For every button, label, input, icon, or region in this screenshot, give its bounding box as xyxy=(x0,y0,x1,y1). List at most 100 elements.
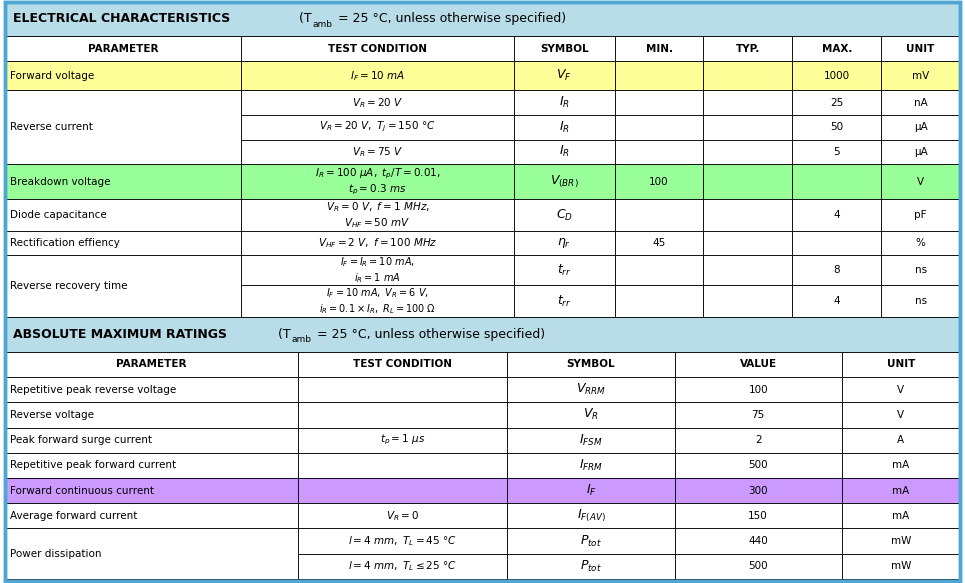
Text: UNIT: UNIT xyxy=(887,360,915,370)
Bar xyxy=(841,503,960,528)
Bar xyxy=(703,36,792,61)
Text: Breakdown voltage: Breakdown voltage xyxy=(10,177,110,187)
Bar xyxy=(792,231,881,255)
Text: 440: 440 xyxy=(748,536,768,546)
Bar xyxy=(508,377,675,402)
Bar xyxy=(5,427,298,453)
Text: 4: 4 xyxy=(834,210,840,220)
Text: $l = 4\ mm,\ T_L \leq 25\ °C$: $l = 4\ mm,\ T_L \leq 25\ °C$ xyxy=(348,560,457,573)
Bar xyxy=(675,503,841,528)
Bar xyxy=(615,115,703,139)
Bar xyxy=(841,352,960,377)
Text: $V_{RRM}$: $V_{RRM}$ xyxy=(576,382,606,397)
Bar xyxy=(841,453,960,478)
Bar xyxy=(675,528,841,554)
Text: = 25 °C, unless otherwise specified): = 25 °C, unless otherwise specified) xyxy=(313,328,545,341)
Bar xyxy=(5,2,960,36)
Bar xyxy=(298,503,508,528)
Text: ELECTRICAL CHARACTERISTICS: ELECTRICAL CHARACTERISTICS xyxy=(13,12,230,26)
Bar xyxy=(615,231,703,255)
Bar xyxy=(615,255,703,286)
Bar xyxy=(792,164,881,199)
Text: TYP.: TYP. xyxy=(735,44,760,54)
Text: nA: nA xyxy=(914,98,927,108)
Bar xyxy=(881,231,960,255)
Text: (T: (T xyxy=(295,12,312,26)
Text: 75: 75 xyxy=(752,410,765,420)
Bar xyxy=(703,61,792,90)
Text: mA: mA xyxy=(893,461,910,470)
Bar xyxy=(881,115,960,139)
Bar xyxy=(5,255,241,317)
Text: 300: 300 xyxy=(748,486,768,496)
Text: $V_R = 0\ V,\ f = 1\ MHz,$
$V_{HF} = 50\ mV$: $V_R = 0\ V,\ f = 1\ MHz,$ $V_{HF} = 50\… xyxy=(325,200,429,230)
Bar xyxy=(5,199,241,231)
Bar xyxy=(5,503,298,528)
Text: μA: μA xyxy=(914,122,927,132)
Text: $V_R$: $V_R$ xyxy=(583,408,599,423)
Text: Power dissipation: Power dissipation xyxy=(10,549,101,559)
Text: $V_{(BR)}$: $V_{(BR)}$ xyxy=(550,174,579,190)
Text: Average forward current: Average forward current xyxy=(10,511,137,521)
Bar xyxy=(615,139,703,164)
Bar xyxy=(881,164,960,199)
Text: $V_R = 20\ V$: $V_R = 20\ V$ xyxy=(351,96,403,110)
Text: 45: 45 xyxy=(652,238,666,248)
Text: mA: mA xyxy=(893,511,910,521)
Bar xyxy=(841,478,960,503)
Text: $V_R = 0$: $V_R = 0$ xyxy=(386,509,420,523)
Text: ABSOLUTE MAXIMUM RATINGS: ABSOLUTE MAXIMUM RATINGS xyxy=(13,328,227,341)
Text: Peak forward surge current: Peak forward surge current xyxy=(10,435,152,445)
Bar xyxy=(5,231,241,255)
Bar xyxy=(615,36,703,61)
Text: amb: amb xyxy=(313,20,333,29)
Text: $t_{rr}$: $t_{rr}$ xyxy=(557,294,571,309)
Text: $I_{FSM}$: $I_{FSM}$ xyxy=(579,433,603,448)
Bar xyxy=(5,352,298,377)
Text: 500: 500 xyxy=(748,461,768,470)
Text: Reverse voltage: Reverse voltage xyxy=(10,410,94,420)
Text: $V_{HF} = 2\ V,\ f = 100\ MHz$: $V_{HF} = 2\ V,\ f = 100\ MHz$ xyxy=(317,236,437,250)
Text: $I_R$: $I_R$ xyxy=(559,120,569,135)
Bar xyxy=(5,61,241,90)
Bar xyxy=(792,255,881,286)
Bar xyxy=(298,402,508,427)
Text: $I_F = 10\ mA$: $I_F = 10\ mA$ xyxy=(349,69,405,83)
Text: 1000: 1000 xyxy=(824,71,850,81)
Bar xyxy=(703,90,792,115)
Text: 8: 8 xyxy=(834,265,840,275)
Bar xyxy=(508,528,675,554)
Bar xyxy=(703,255,792,286)
Bar xyxy=(508,478,675,503)
Bar xyxy=(615,90,703,115)
Bar xyxy=(703,115,792,139)
Bar xyxy=(675,554,841,579)
Text: 500: 500 xyxy=(748,561,768,571)
Bar xyxy=(514,115,615,139)
Bar xyxy=(5,453,298,478)
Text: 150: 150 xyxy=(748,511,768,521)
Bar xyxy=(298,427,508,453)
Text: pF: pF xyxy=(915,210,927,220)
Bar xyxy=(792,90,881,115)
Text: VALUE: VALUE xyxy=(739,360,777,370)
Text: Rectification effiency: Rectification effiency xyxy=(10,238,120,248)
Bar xyxy=(514,255,615,286)
Text: $t_{rr}$: $t_{rr}$ xyxy=(557,263,571,278)
Bar xyxy=(241,90,514,115)
Bar xyxy=(508,427,675,453)
Text: TEST CONDITION: TEST CONDITION xyxy=(328,44,427,54)
Text: $C_D$: $C_D$ xyxy=(556,208,573,223)
Text: SYMBOL: SYMBOL xyxy=(566,360,616,370)
Text: Forward continuous current: Forward continuous current xyxy=(10,486,153,496)
Bar xyxy=(508,453,675,478)
Text: $V_F$: $V_F$ xyxy=(557,68,572,83)
Text: V: V xyxy=(917,177,924,187)
Bar xyxy=(241,61,514,90)
Bar xyxy=(881,36,960,61)
Text: 2: 2 xyxy=(755,435,761,445)
Bar xyxy=(241,286,514,317)
Bar xyxy=(514,286,615,317)
Text: $I_R$: $I_R$ xyxy=(559,145,569,159)
Bar xyxy=(841,528,960,554)
